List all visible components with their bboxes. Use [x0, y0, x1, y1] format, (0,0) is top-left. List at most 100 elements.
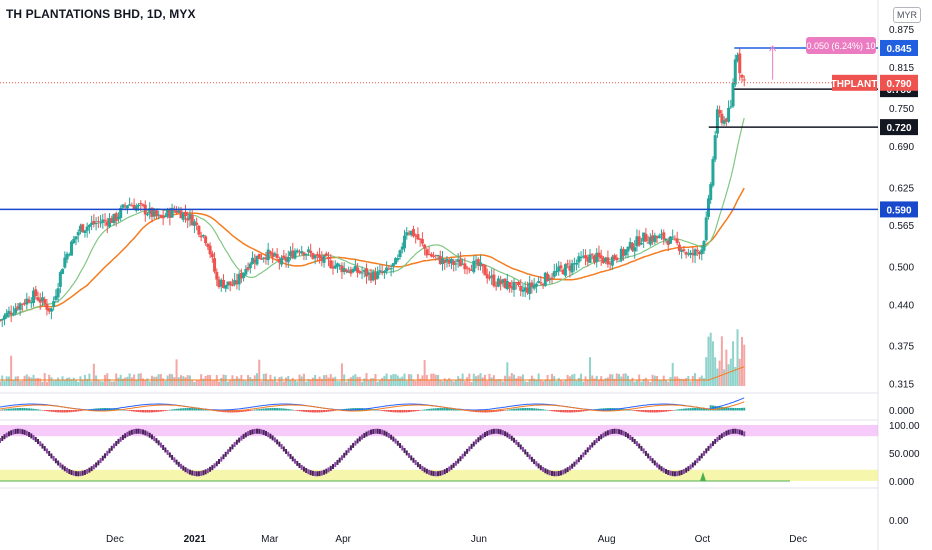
candle-body	[329, 260, 333, 268]
stoch-mark	[347, 447, 350, 453]
volume-bar	[45, 381, 48, 386]
stoch-mark	[21, 429, 24, 435]
candle-body	[219, 279, 223, 287]
macd-histogram-bar	[501, 410, 504, 411]
time-tick-label: Apr	[335, 534, 351, 545]
stoch-mark	[66, 467, 69, 473]
stoch-mark	[282, 446, 285, 452]
macd-histogram-bar	[734, 407, 737, 411]
volume-bar	[613, 378, 616, 386]
candle-body	[378, 270, 382, 272]
time-tick-label: 2021	[184, 534, 207, 545]
volume-bar	[381, 377, 384, 386]
candle-body	[722, 119, 726, 124]
stoch-mark	[597, 436, 600, 442]
macd-histogram-bar	[177, 408, 180, 411]
stoch-mark	[506, 432, 509, 438]
macd-histogram-bar	[271, 408, 274, 411]
candle-body	[230, 284, 234, 286]
macd-histogram-bar	[249, 410, 252, 411]
level-label-box	[880, 39, 918, 56]
candle-body	[657, 235, 661, 239]
volume-bar	[197, 380, 200, 386]
candle-body	[217, 279, 221, 288]
volume-bars	[0, 329, 746, 386]
candle-body	[331, 266, 335, 269]
stoch-mark	[343, 452, 346, 458]
volume-bar	[687, 375, 690, 386]
macd-histogram-bar	[394, 410, 397, 413]
candle-body	[476, 259, 480, 266]
candle-body	[487, 276, 491, 279]
candles	[0, 48, 746, 327]
macd-histogram-bar	[184, 408, 187, 411]
stoch-mark	[150, 434, 153, 440]
currency-button[interactable]: MYR	[893, 7, 921, 23]
candle-body	[242, 272, 246, 279]
candle-body	[738, 53, 742, 74]
stoch-mark	[206, 468, 209, 474]
stoch-mark	[521, 446, 524, 452]
candle-body	[96, 221, 100, 223]
stoch-mark	[354, 440, 357, 446]
macd-histogram-bar	[302, 410, 305, 412]
candle-body	[572, 263, 576, 265]
macd-histogram-bar	[264, 408, 267, 411]
macd-histogram-bar	[45, 410, 48, 412]
stoch-mark	[186, 468, 189, 474]
volume-bar	[142, 378, 145, 386]
candle-body	[277, 258, 281, 263]
stoch-mark	[7, 431, 10, 437]
macd-histogram-bar	[649, 410, 652, 413]
candle-body	[501, 279, 505, 284]
candle-body	[327, 256, 331, 260]
volume-bar	[220, 377, 223, 386]
macd-histogram-bar	[325, 410, 328, 412]
volume-bar	[586, 379, 589, 386]
volume-bar	[405, 380, 408, 386]
stoch-mark	[52, 455, 55, 461]
candle-body	[38, 299, 42, 303]
stoch-mark	[235, 439, 238, 445]
macd-histogram-bar	[269, 408, 272, 411]
candle-body	[496, 278, 500, 287]
volume-bar	[445, 380, 448, 386]
stoch-mark	[184, 467, 187, 473]
candle-body	[81, 224, 85, 233]
stoch-mark	[1, 436, 4, 442]
macd-histogram-bar	[604, 408, 607, 411]
volume-bar	[378, 379, 381, 386]
stoch-mark	[609, 429, 612, 435]
volume-bar	[77, 381, 80, 386]
candle-body	[592, 255, 596, 263]
macd-histogram-bar	[12, 408, 15, 411]
macd-histogram-bar	[155, 410, 158, 413]
stoch-mark	[425, 468, 428, 474]
candle-body	[18, 303, 22, 310]
candle-body	[644, 233, 648, 242]
volume-bar	[14, 376, 17, 386]
macd-histogram-bar	[240, 410, 243, 413]
volume-bar	[535, 379, 538, 386]
volume-bar	[130, 377, 133, 386]
stoch-mark	[142, 429, 145, 435]
macd-histogram-bar	[139, 410, 142, 413]
stoch-mark	[367, 430, 370, 436]
candle-body	[130, 205, 134, 207]
candle-body	[409, 230, 413, 236]
macd-histogram-bar	[582, 410, 585, 412]
stoch-mark	[164, 447, 167, 453]
candle-body	[563, 264, 567, 276]
stoch-mark	[430, 470, 433, 476]
stoch-mark	[564, 468, 567, 474]
stoch-mark	[34, 436, 37, 442]
stoch-mark	[678, 470, 681, 476]
stoch-mark	[97, 460, 100, 466]
stoch-mark	[702, 450, 705, 456]
candle-body	[483, 265, 487, 276]
stoch-mark	[705, 448, 708, 454]
macd-histogram-bar	[600, 408, 603, 411]
macd-histogram-bar	[262, 408, 265, 411]
candle-body	[264, 257, 268, 260]
